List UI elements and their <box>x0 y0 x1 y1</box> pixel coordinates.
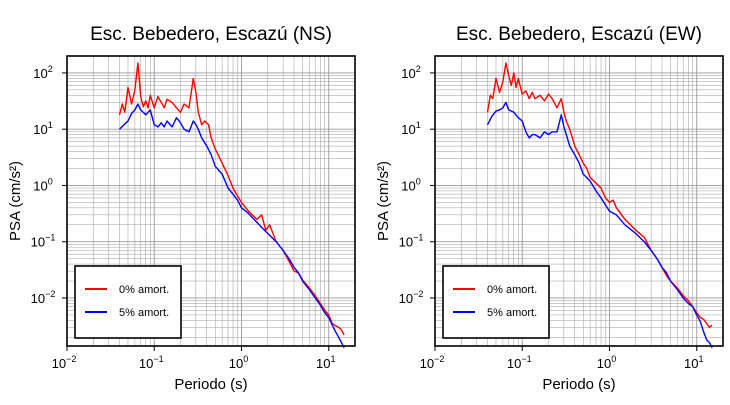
x-tick-label: 101 <box>684 354 703 371</box>
x-tick-exponent: −1 <box>153 354 163 364</box>
x-tick-label: 10−2 <box>420 354 445 371</box>
y-tick-base: 10 <box>33 122 47 137</box>
x-tick-base: 10 <box>507 356 521 371</box>
x-tick-base: 10 <box>420 356 434 371</box>
y-tick-base: 10 <box>401 178 415 193</box>
y-tick-label: 10−2 <box>399 289 424 306</box>
y-tick-base: 10 <box>33 178 47 193</box>
legend-box <box>442 265 550 339</box>
series-line-red <box>486 62 713 329</box>
series-line-red <box>118 62 345 336</box>
y-tick-exponent: 0 <box>48 176 53 186</box>
plot-frame <box>434 55 724 347</box>
y-tick-exponent: 2 <box>48 64 53 74</box>
x-tick-label: 10−1 <box>507 354 532 371</box>
x-tick-exponent: −1 <box>521 354 531 364</box>
x-tick-label: 101 <box>316 354 335 371</box>
legend-label: 0% amort. <box>119 284 169 296</box>
x-axis-label: Periodo (s) <box>542 376 615 393</box>
y-tick-exponent: −1 <box>45 233 55 243</box>
y-tick-label: 10−2 <box>31 289 56 306</box>
x-tick-label: 10−2 <box>52 354 77 371</box>
y-tick-label: 101 <box>401 120 420 137</box>
chart-title: Esc. Bebedero, Escazú (EW) <box>456 24 702 45</box>
y-tick-base: 10 <box>33 66 47 81</box>
legend-label: 5% amort. <box>487 307 537 319</box>
x-tick-label: 100 <box>229 354 248 371</box>
x-tick-base: 10 <box>684 356 698 371</box>
chart-panel-ew: Esc. Bebedero, Escazú (EW)10−2 10−1 100 101… <box>375 24 724 393</box>
x-tick-exponent: −2 <box>66 354 76 364</box>
x-tick-label: 10−1 <box>139 354 164 371</box>
y-tick-label: 102 <box>33 64 52 81</box>
series-line-blue <box>486 101 713 349</box>
chart-title: Esc. Bebedero, Escazú (NS) <box>90 24 332 45</box>
x-tick-exponent: 1 <box>330 354 335 364</box>
plot-frame <box>66 55 356 347</box>
x-tick-base: 10 <box>139 356 153 371</box>
x-axis-label: Periodo (s) <box>174 376 247 393</box>
x-tick-base: 10 <box>229 356 243 371</box>
y-tick-exponent: 1 <box>48 120 53 130</box>
series-line-blue <box>119 103 345 349</box>
legend-label: 0% amort. <box>487 284 537 296</box>
y-tick-exponent: 2 <box>416 64 421 74</box>
x-tick-exponent: 0 <box>243 354 248 364</box>
y-tick-label: 101 <box>33 120 52 137</box>
grid-lines <box>434 55 724 346</box>
legend-label: 5% amort. <box>119 307 169 319</box>
chart-panel-ns: Esc. Bebedero, Escazú (NS)10−2 10−1 100 101… <box>7 24 356 393</box>
y-axis-label: PSA (cm/s²) <box>7 161 24 241</box>
y-tick-base: 10 <box>31 291 45 306</box>
legend: 0% amort. 5% amort. <box>74 265 182 339</box>
legend: 0% amort. 5% amort. <box>442 265 550 339</box>
y-tick-label: 10−1 <box>399 233 424 250</box>
y-tick-base: 10 <box>399 291 413 306</box>
y-tick-exponent: 1 <box>416 120 421 130</box>
x-tick-base: 10 <box>597 356 611 371</box>
y-tick-base: 10 <box>401 66 415 81</box>
x-tick-exponent: −2 <box>434 354 444 364</box>
x-tick-exponent: 1 <box>698 354 703 364</box>
y-tick-exponent: 0 <box>416 176 421 186</box>
y-tick-label: 102 <box>401 64 420 81</box>
y-tick-exponent: −2 <box>45 289 55 299</box>
x-tick-base: 10 <box>52 356 66 371</box>
y-tick-label: 100 <box>401 176 420 193</box>
x-tick-base: 10 <box>316 356 330 371</box>
y-tick-base: 10 <box>31 235 45 250</box>
y-tick-label: 10−1 <box>31 233 56 250</box>
y-axis-label: PSA (cm/s²) <box>375 161 392 241</box>
y-tick-base: 10 <box>399 235 413 250</box>
y-tick-exponent: −2 <box>413 289 423 299</box>
legend-box <box>74 265 182 339</box>
y-tick-base: 10 <box>401 122 415 137</box>
x-tick-exponent: 0 <box>611 354 616 364</box>
y-tick-label: 100 <box>33 176 52 193</box>
x-tick-label: 100 <box>597 354 616 371</box>
y-tick-exponent: −1 <box>413 233 423 243</box>
